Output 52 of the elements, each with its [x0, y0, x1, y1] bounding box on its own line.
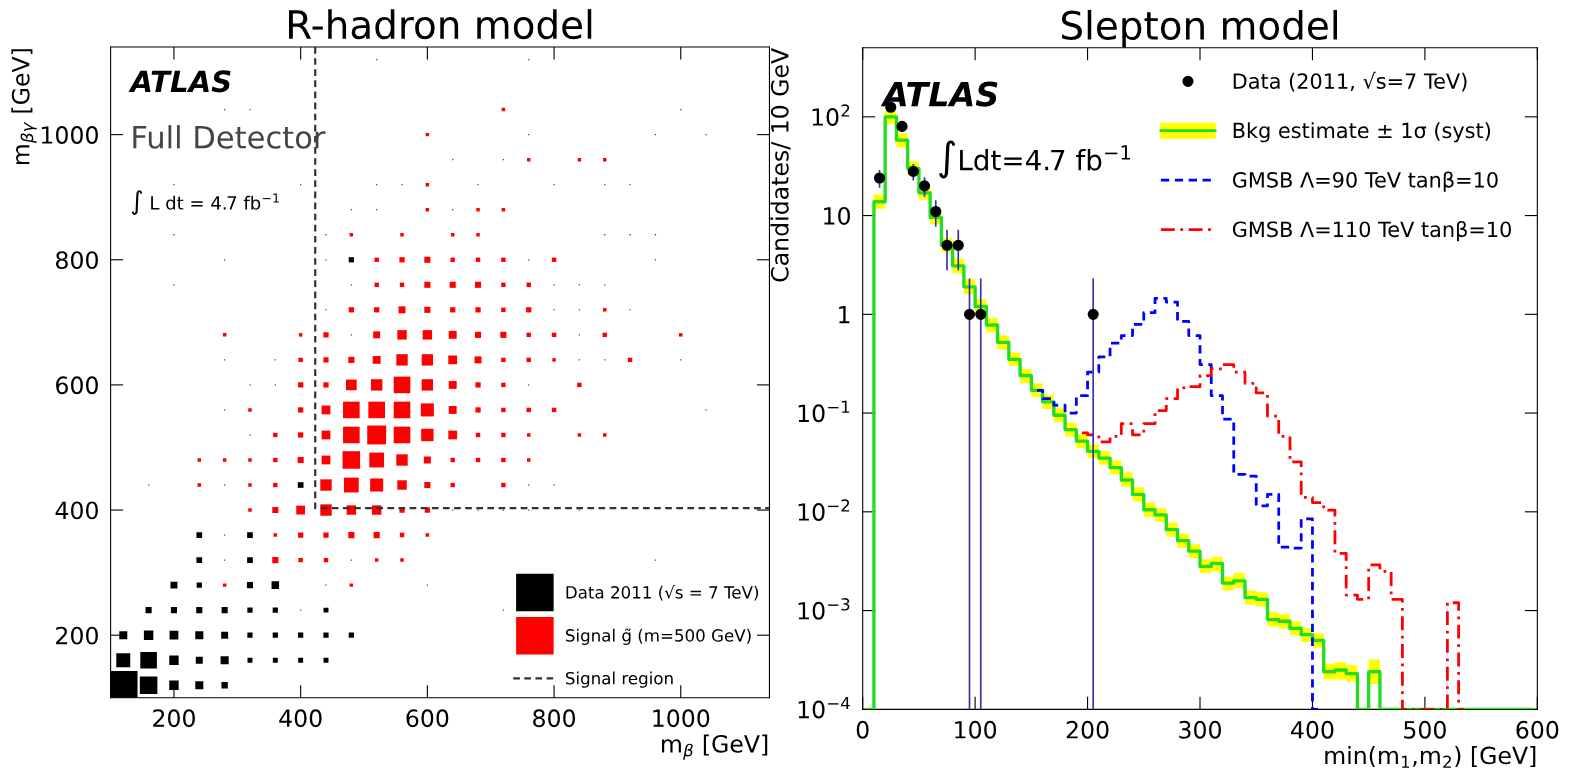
x-tick-label: 200	[1066, 720, 1109, 739]
legend-label: Bkg estimate ± 1σ (syst)	[1233, 122, 1491, 143]
x-tick-label: 600	[1516, 720, 1559, 739]
chart-title: R-hadron model	[289, 9, 592, 40]
annotation: ∫Ldt=4.7 fb$^{−1}$	[939, 140, 1131, 179]
annotation: ATLAS	[880, 81, 998, 107]
y-tick-label: 10$^{−4}$	[798, 697, 850, 719]
x-tick-label: 100	[955, 720, 997, 739]
legend-label: GMSB Λ=90 TeV tanβ=10	[1232, 171, 1498, 192]
y-axis-title: Candidates/ 10 GeV	[770, 48, 791, 282]
legend-label: Signal region	[565, 671, 673, 688]
y-tick-label: 10$^{−2}$	[798, 499, 850, 521]
legend-label: Data 2011 (√s = 7 TeV)	[566, 584, 759, 601]
y-tick-label: 800	[56, 251, 98, 270]
legend-label: Data (2011, √s=7 TeV)	[1233, 71, 1467, 92]
y-tick-label: 10	[824, 207, 850, 225]
annotation: ∫ L dt = 4.7 fb$^{−1}$	[131, 190, 279, 215]
point	[896, 120, 908, 132]
y-tick-label: 1000	[41, 126, 98, 144]
y-tick-label: 10$^{−3}$	[798, 598, 850, 620]
point	[975, 308, 987, 320]
point	[963, 308, 976, 320]
y-tick-label: 10$^{2}$	[812, 104, 850, 126]
x-tick-label: 0	[856, 720, 869, 739]
legend-label: GMSB Λ=110 TeV tanβ=10	[1232, 220, 1511, 242]
x-axis-title: m$_{β}$ [GeV]	[662, 734, 768, 760]
x-tick-label: 400	[279, 709, 322, 728]
annotation: ATLAS	[128, 70, 231, 93]
y-tick-label: 1	[839, 306, 850, 324]
y-tick-label: 200	[56, 626, 98, 645]
x-tick-label: 800	[533, 709, 576, 728]
y-tick-label: 600	[56, 376, 98, 395]
point	[873, 172, 886, 184]
point	[930, 205, 942, 218]
annotation: Full Detector	[133, 125, 326, 149]
x-tick-label: 200	[153, 709, 195, 728]
point	[1087, 308, 1099, 320]
point	[941, 239, 953, 251]
legend-label: Signal g̃ (m=500 GeV)	[565, 628, 751, 645]
y-axis-title: m$_{βγ}$ [GeV]	[11, 49, 37, 165]
x-axis-title: min(m$_{1}$,m$_{2}$) [GeV]	[1325, 746, 1536, 768]
point	[952, 239, 964, 251]
chart-title: Slepton model	[1061, 9, 1337, 48]
x-tick-label: 600	[406, 709, 449, 728]
y-tick-label: 10$^{−1}$	[798, 400, 850, 423]
x-tick-label: 500	[1404, 720, 1446, 739]
point	[918, 180, 931, 192]
x-tick-label: 300	[1179, 720, 1221, 739]
y-tick-label: 400	[55, 501, 98, 520]
x-tick-label: 400	[1291, 720, 1334, 739]
x-tick-label: 1000	[653, 709, 710, 728]
point	[907, 165, 919, 177]
